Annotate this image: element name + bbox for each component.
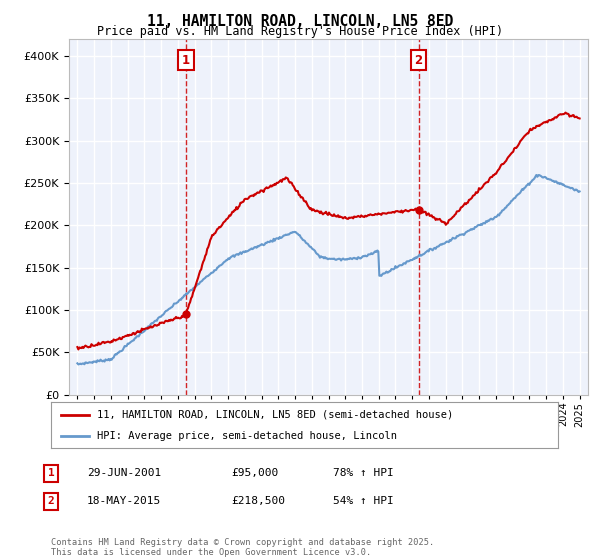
Text: 1: 1 (182, 54, 190, 67)
Text: £218,500: £218,500 (231, 496, 285, 506)
Text: HPI: Average price, semi-detached house, Lincoln: HPI: Average price, semi-detached house,… (97, 431, 397, 441)
Text: £95,000: £95,000 (231, 468, 278, 478)
Text: 11, HAMILTON ROAD, LINCOLN, LN5 8ED: 11, HAMILTON ROAD, LINCOLN, LN5 8ED (147, 14, 453, 29)
Text: 1: 1 (47, 468, 55, 478)
Text: Price paid vs. HM Land Registry's House Price Index (HPI): Price paid vs. HM Land Registry's House … (97, 25, 503, 38)
Text: 11, HAMILTON ROAD, LINCOLN, LN5 8ED (semi-detached house): 11, HAMILTON ROAD, LINCOLN, LN5 8ED (sem… (97, 410, 453, 420)
Text: 54% ↑ HPI: 54% ↑ HPI (333, 496, 394, 506)
Text: 18-MAY-2015: 18-MAY-2015 (87, 496, 161, 506)
Text: 78% ↑ HPI: 78% ↑ HPI (333, 468, 394, 478)
Text: 2: 2 (415, 54, 422, 67)
Text: Contains HM Land Registry data © Crown copyright and database right 2025.
This d: Contains HM Land Registry data © Crown c… (51, 538, 434, 557)
Text: 2: 2 (47, 496, 55, 506)
Text: 29-JUN-2001: 29-JUN-2001 (87, 468, 161, 478)
